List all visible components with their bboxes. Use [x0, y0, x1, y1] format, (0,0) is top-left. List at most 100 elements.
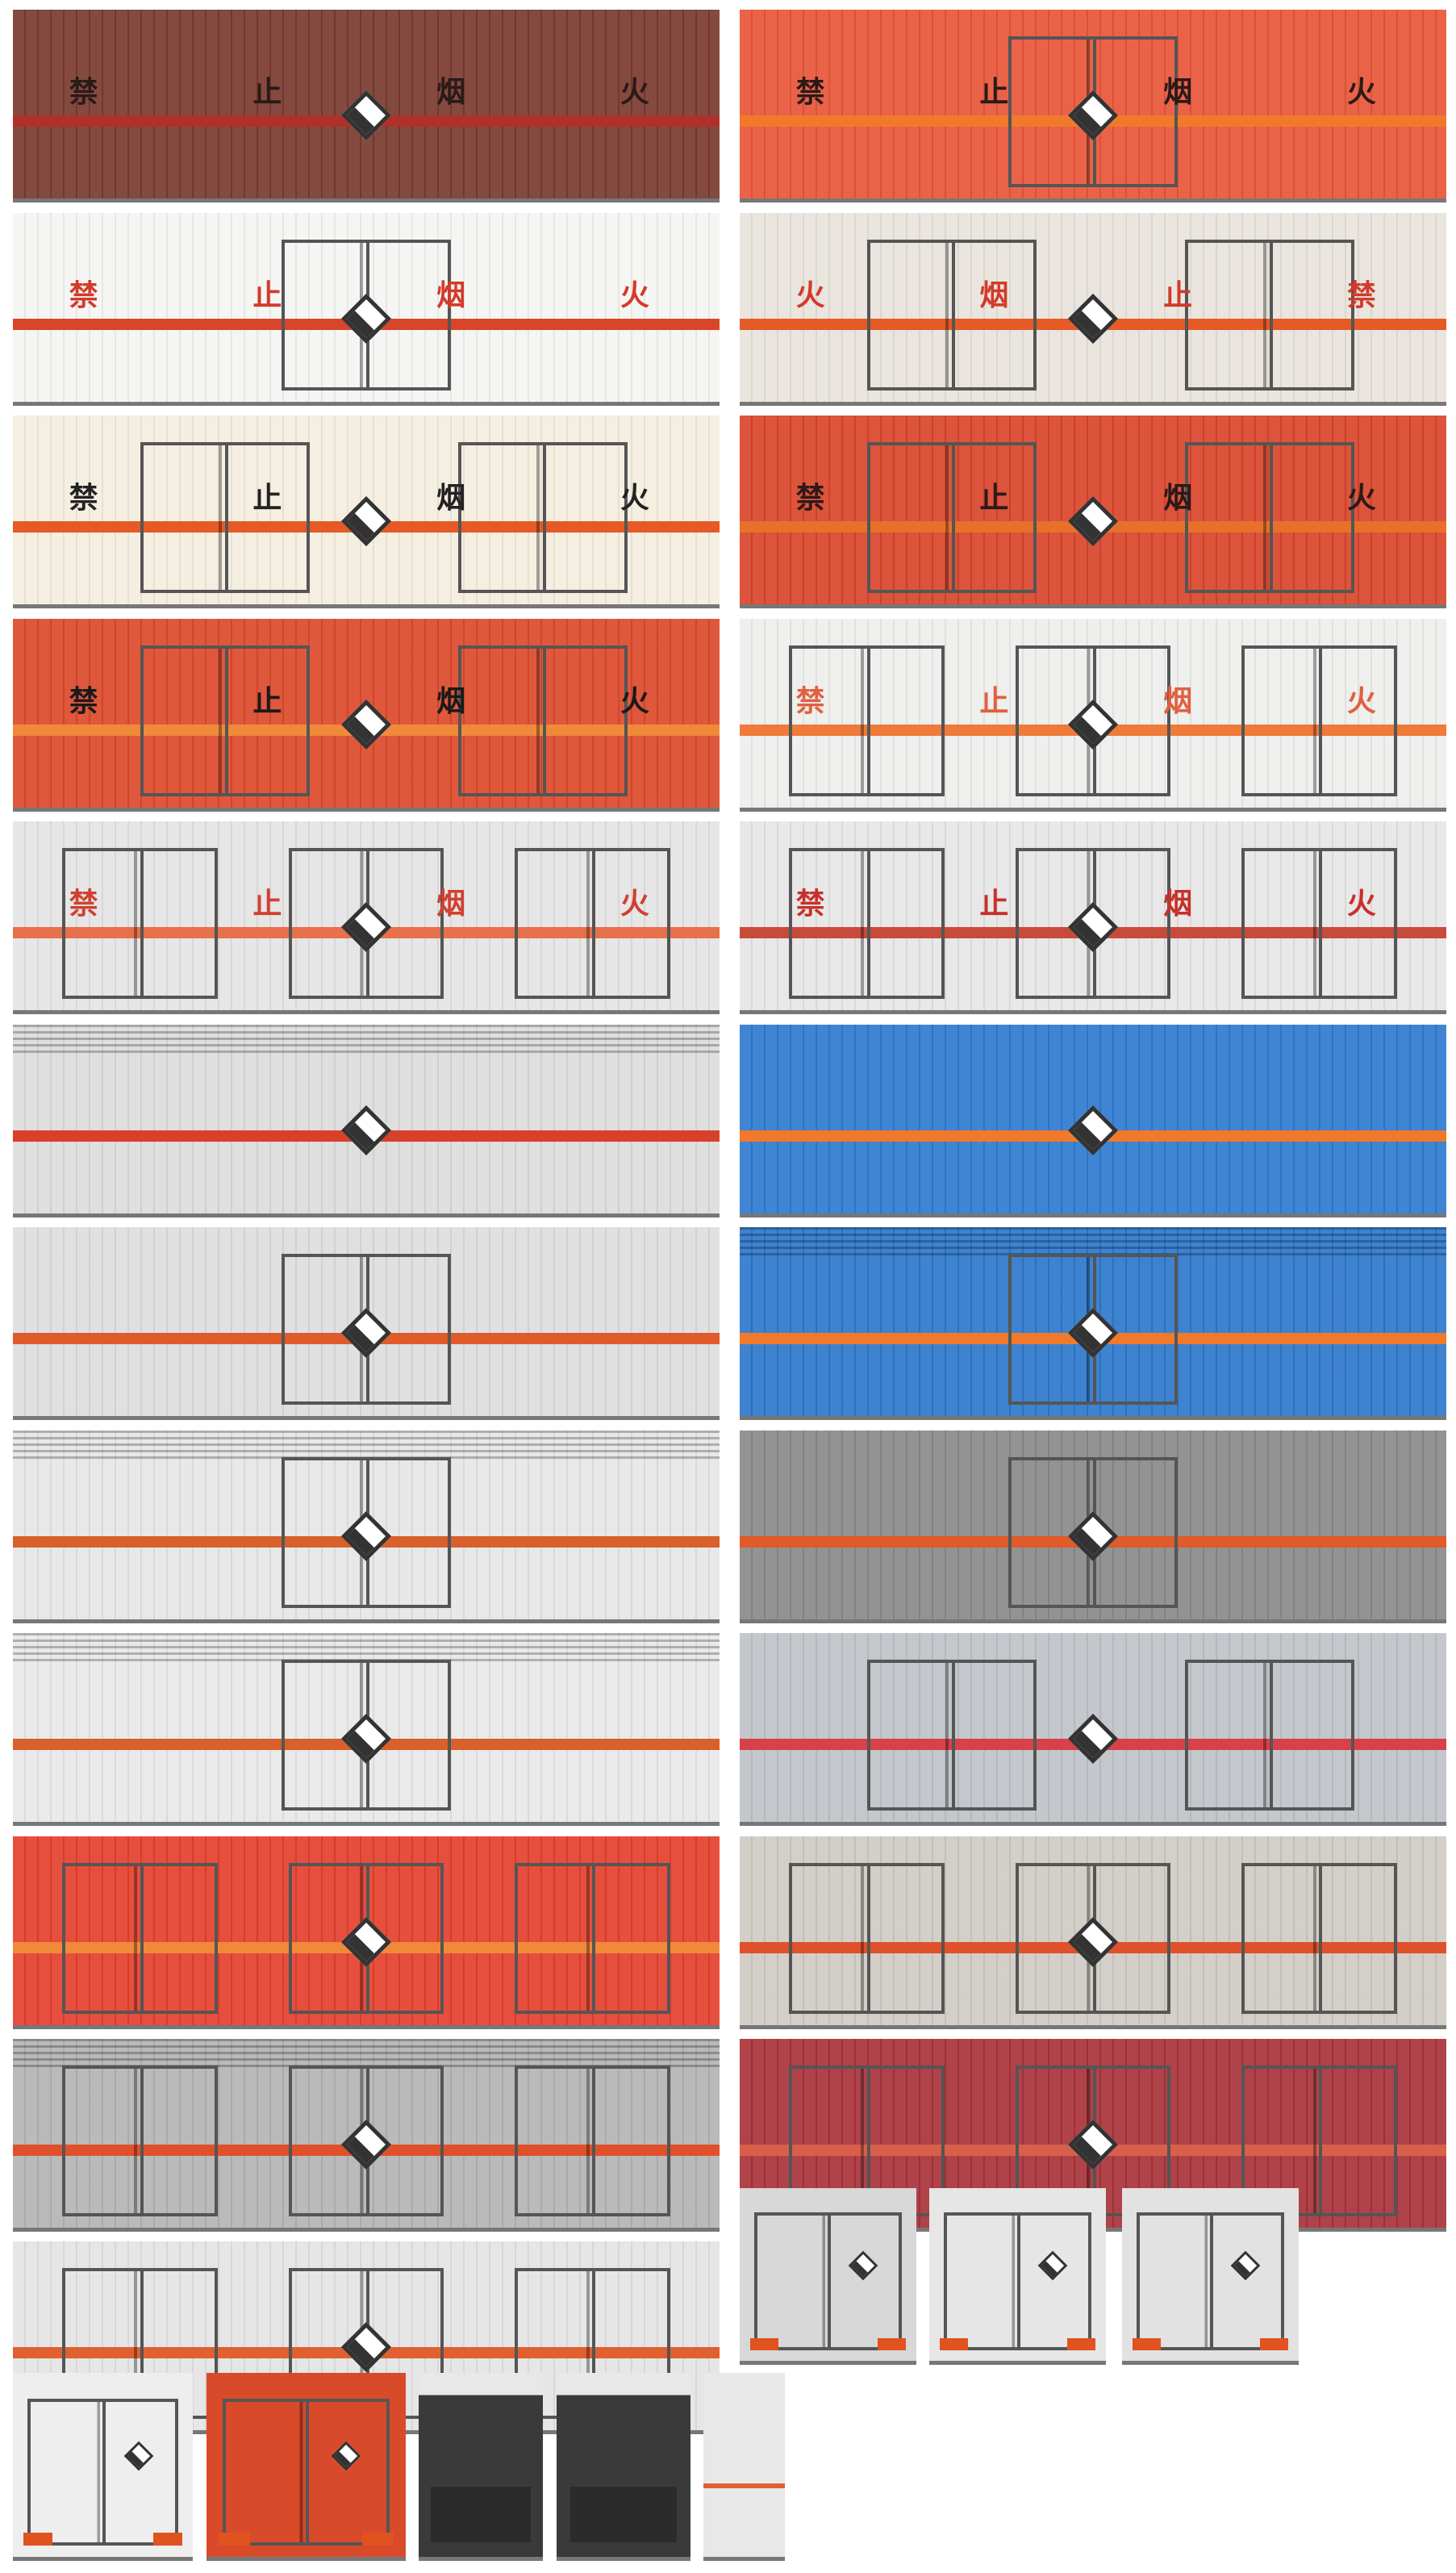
warning-character: 火	[1346, 887, 1376, 921]
cargo-door	[866, 441, 1037, 593]
rear-view-r7	[557, 2373, 690, 2561]
rear-door	[753, 2212, 903, 2351]
rear-view-r5	[207, 2373, 406, 2561]
rear-view-r1	[740, 2188, 916, 2365]
chassis	[569, 2487, 678, 2542]
side-panel-p5: 禁止烟火	[13, 416, 720, 608]
cargo-door	[1184, 441, 1355, 593]
warning-character: 烟	[436, 887, 466, 921]
tail-light	[218, 2533, 251, 2546]
cargo-door	[514, 847, 670, 999]
cargo-door	[789, 847, 945, 999]
tail-light	[1133, 2338, 1162, 2351]
side-panel-p10: 禁止烟火	[740, 821, 1446, 1014]
rear-door	[222, 2398, 390, 2546]
side-panel-p4: 火烟止禁	[740, 213, 1446, 406]
side-panel-p15	[13, 1431, 720, 1623]
warning-character: 止	[252, 75, 282, 109]
warning-character: 烟	[1163, 887, 1193, 921]
cargo-door	[457, 441, 628, 593]
warning-character: 止	[252, 481, 282, 515]
warning-character: 禁	[69, 684, 98, 718]
tail-light	[750, 2338, 779, 2351]
warning-character: 火	[1346, 75, 1376, 109]
tail-light	[1066, 2338, 1095, 2351]
warning-character: 禁	[69, 481, 98, 515]
warning-character: 烟	[436, 684, 466, 718]
tail-light	[1259, 2338, 1288, 2351]
warning-character: 火	[1346, 481, 1376, 515]
cargo-door	[1241, 2065, 1397, 2216]
rear-view-r3	[1122, 2188, 1299, 2365]
cargo-door	[1241, 645, 1397, 796]
warning-character: 禁	[795, 887, 825, 921]
side-panel-p7: 禁止烟火	[13, 619, 720, 812]
cargo-door	[789, 1862, 945, 2014]
side-panel-p11	[13, 1025, 720, 1218]
vent-grille	[13, 2039, 720, 2068]
side-panel-p1: 禁止烟火	[13, 10, 720, 203]
cargo-door	[140, 645, 310, 796]
warning-character: 烟	[1163, 684, 1193, 718]
cargo-door	[1015, 1862, 1171, 2014]
cargo-door	[62, 2065, 219, 2216]
cargo-door	[866, 1659, 1037, 1811]
warning-character: 止	[1163, 278, 1193, 312]
side-panel-p13	[13, 1227, 720, 1420]
tail-light	[152, 2533, 182, 2546]
rear-view-r6	[419, 2373, 543, 2561]
warning-character: 止	[979, 684, 1009, 718]
reflective-stripe	[703, 2483, 785, 2488]
side-panel-p8: 禁止烟火	[740, 619, 1446, 812]
cargo-door	[1241, 847, 1397, 999]
warning-character: 火	[1346, 684, 1376, 718]
side-panel-p16	[740, 1431, 1446, 1623]
side-panel-p21	[13, 2039, 720, 2232]
cargo-door	[457, 645, 628, 796]
rear-view-r8	[703, 2373, 785, 2561]
warning-character: 烟	[436, 278, 466, 312]
cargo-door	[866, 239, 1037, 391]
side-panel-p12	[740, 1025, 1446, 1218]
side-panel-p2: 禁止烟火	[740, 10, 1446, 203]
warning-character: 烟	[1163, 481, 1193, 515]
warning-character: 烟	[436, 75, 466, 109]
side-panel-p20	[740, 1836, 1446, 2029]
rear-door	[943, 2212, 1092, 2351]
warning-character: 火	[620, 481, 649, 515]
warning-character: 火	[795, 278, 825, 312]
vent-grille	[13, 1431, 720, 1460]
warning-character: 禁	[69, 278, 98, 312]
rear-door	[1136, 2212, 1285, 2351]
rear-door	[27, 2398, 179, 2546]
warning-character: 止	[252, 278, 282, 312]
warning-character: 火	[620, 278, 649, 312]
cargo-door	[62, 1862, 219, 2014]
warning-character: 火	[620, 887, 649, 921]
tail-light	[940, 2338, 969, 2351]
side-panel-p19	[13, 1836, 720, 2029]
warning-character: 烟	[436, 481, 466, 515]
cargo-door	[1184, 1659, 1355, 1811]
tail-light	[361, 2533, 394, 2546]
tail-light	[877, 2338, 906, 2351]
vent-grille	[13, 1633, 720, 1662]
cargo-door	[514, 2065, 670, 2216]
warning-character: 止	[252, 684, 282, 718]
warning-character: 禁	[795, 481, 825, 515]
vent-grille	[13, 1025, 720, 1054]
side-panel-p17	[13, 1633, 720, 1826]
chassis	[431, 2487, 531, 2542]
warning-character: 禁	[69, 887, 98, 921]
side-panel-p18	[740, 1633, 1446, 1826]
warning-character: 火	[620, 75, 649, 109]
warning-character: 禁	[69, 75, 98, 109]
vent-grille	[740, 1227, 1446, 1256]
warning-character: 禁	[795, 75, 825, 109]
cargo-door	[1241, 1862, 1397, 2014]
cargo-door	[140, 441, 310, 593]
rear-view-r4	[13, 2373, 193, 2561]
warning-character: 止	[979, 481, 1009, 515]
warning-character: 止	[252, 887, 282, 921]
warning-character: 止	[979, 887, 1009, 921]
